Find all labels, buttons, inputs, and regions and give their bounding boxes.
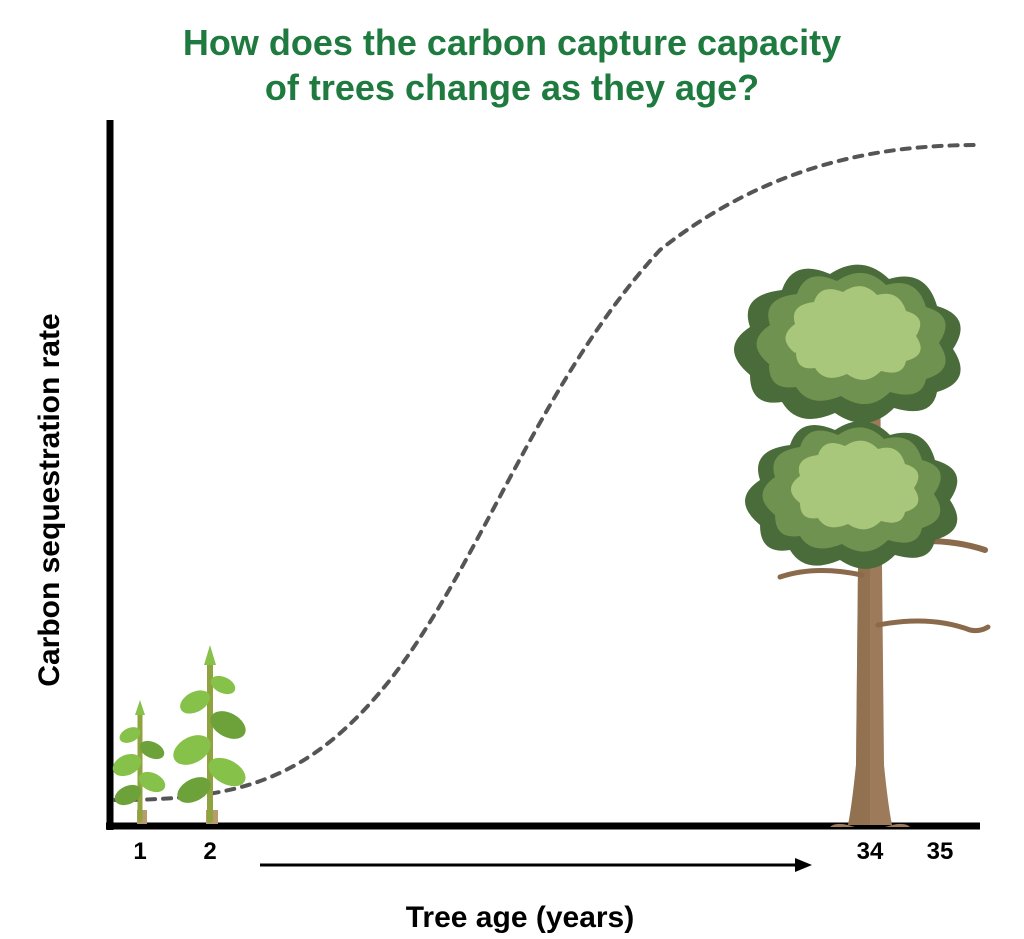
- x-direction-arrow: [260, 858, 812, 872]
- chart-svg: [60, 120, 980, 880]
- y-axis-label: Carbon sequestration rate: [33, 313, 67, 686]
- x-tick-35: 35: [927, 838, 954, 866]
- mature-tree: [734, 265, 988, 827]
- seedling-1: [109, 700, 168, 824]
- seedling-2: [168, 645, 250, 824]
- x-axis-label: Tree age (years): [406, 901, 634, 935]
- title-line-2: of trees change as they age?: [0, 65, 1024, 110]
- chart-area: Carbon sequestration rate Tree age (year…: [60, 120, 980, 880]
- x-tick-2: 2: [203, 838, 216, 866]
- chart-title: How does the carbon capture capacity of …: [0, 20, 1024, 110]
- x-tick-34: 34: [857, 838, 884, 866]
- title-line-1: How does the carbon capture capacity: [0, 20, 1024, 65]
- x-tick-1: 1: [133, 838, 146, 866]
